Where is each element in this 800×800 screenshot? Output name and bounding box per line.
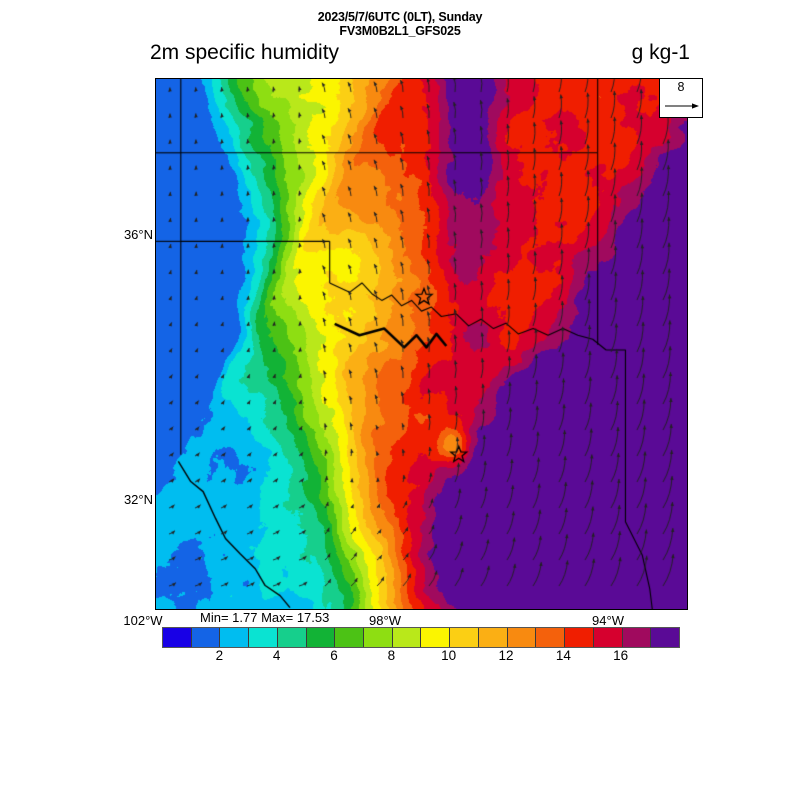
colorbar-cell <box>392 628 422 647</box>
colorbar-cell <box>450 628 479 647</box>
minmax-statistics-label: Min= 1.77 Max= 17.53 <box>200 610 330 625</box>
colorbar-cell <box>565 628 594 647</box>
colorbar-cell <box>249 628 278 647</box>
colorbar-tick-label: 10 <box>441 648 457 663</box>
chart-title-datetime: 2023/5/7/6UTC (0LT), Sunday <box>317 10 483 24</box>
colorbar-cell <box>478 628 508 647</box>
chart-subtitle-row: 2m specific humidity g kg-1 <box>150 41 690 67</box>
wind-vector-legend: 8 <box>659 78 703 118</box>
lon-label-94w: 94°W <box>592 613 624 628</box>
wind-vector-overlay <box>156 79 687 609</box>
chart-title-block: 2023/5/7/6UTC (0LT), Sunday FV3M0B2L1_GF… <box>0 10 800 38</box>
colorbar-tick-labels: 2 4 6 8 10 12 14 16 <box>162 648 678 666</box>
lat-label-36n: 36°N <box>123 227 153 242</box>
colorbar-tick-label: 4 <box>272 648 281 663</box>
colorbar-cell <box>593 628 623 647</box>
colorbar-cell <box>306 628 336 647</box>
colorbar-cell <box>421 628 451 647</box>
colorbar-cell <box>622 628 652 647</box>
variable-units-label: g kg-1 <box>631 41 690 64</box>
colorbar <box>162 627 680 648</box>
colorbar-cell <box>277 628 307 647</box>
colorbar-cell <box>191 628 221 647</box>
colorbar-tick-label: 16 <box>613 648 629 663</box>
right-arrow-icon <box>665 103 699 109</box>
colorbar-tick-label: 8 <box>387 648 396 663</box>
colorbar-tick-label: 12 <box>498 648 514 663</box>
wind-legend-value: 8 <box>677 80 685 94</box>
colorbar-cell <box>364 628 393 647</box>
colorbar-cell <box>651 628 679 647</box>
colorbar-cell <box>507 628 537 647</box>
colorbar-tick-label: 14 <box>555 648 571 663</box>
colorbar-tick-label: 2 <box>215 648 224 663</box>
colorbar-cell <box>220 628 250 647</box>
colorbar-tick-label: 6 <box>330 648 338 663</box>
colorbar-cell <box>163 628 192 647</box>
colorbar-cell <box>335 628 365 647</box>
map-plot-area <box>155 78 688 610</box>
lon-label-98w: 98°W <box>369 613 401 628</box>
variable-name-label: 2m specific humidity <box>150 41 340 64</box>
lat-label-32n: 32°N <box>123 492 153 507</box>
colorbar-cell <box>536 628 566 647</box>
chart-title-model: FV3M0B2L1_GFS025 <box>339 24 461 38</box>
lon-label-102w: 102°W <box>123 613 163 628</box>
